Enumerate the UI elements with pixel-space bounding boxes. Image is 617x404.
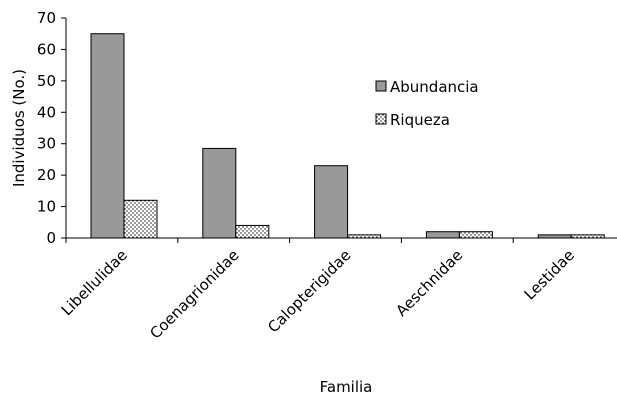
- y-tick-label: 70: [37, 9, 56, 27]
- legend-label-abundancia: Abundancia: [390, 78, 479, 96]
- bar-riqueza-lestidae: [570, 234, 605, 239]
- y-tick-label: 0: [46, 229, 56, 247]
- bar-riqueza-calopterigidae: [347, 234, 382, 239]
- y-tick-label: 50: [37, 72, 56, 90]
- axes: 0 10 20 30 40 50 60 70: [37, 9, 617, 247]
- legend-swatch-abundancia: [375, 80, 387, 92]
- y-tick-label: 10: [37, 198, 56, 216]
- bar-abundancia-lestidae: [537, 234, 572, 239]
- bar-abundancia-calopterigidae: [314, 165, 349, 239]
- bar-riqueza-aeschnidae: [458, 231, 493, 239]
- y-axis-title: Individuos (No.): [10, 69, 28, 187]
- x-axis-title: Familia: [320, 378, 373, 396]
- category-labels: Libellulidae Coenagrionidae Calopterigidae…: [58, 246, 578, 342]
- y-tick-label: 30: [37, 135, 56, 153]
- legend: Abundancia Riqueza: [375, 78, 479, 129]
- bar-riqueza-libellulidae: [123, 199, 158, 239]
- x-tick-label: Coenagrionidae: [146, 246, 242, 342]
- legend-label-riqueza: Riqueza: [390, 111, 450, 129]
- bars: [90, 33, 605, 239]
- bar-abundancia-aeschnidae: [425, 231, 460, 239]
- y-tick-label: 60: [37, 40, 56, 58]
- x-tick-label: Lestidae: [521, 246, 578, 303]
- y-tick-label: 20: [37, 166, 56, 184]
- legend-swatch-riqueza: [375, 113, 387, 125]
- y-tick-label: 40: [37, 103, 56, 121]
- bar-abundancia-coenagrionidae: [202, 147, 237, 239]
- x-tick-label: Calopterigidae: [264, 246, 354, 336]
- bar-abundancia-libellulidae: [90, 33, 125, 239]
- x-tick-label: Aeschnidae: [392, 246, 466, 320]
- x-tick-label: Libellulidae: [58, 246, 131, 319]
- bar-riqueza-coenagrionidae: [235, 224, 270, 239]
